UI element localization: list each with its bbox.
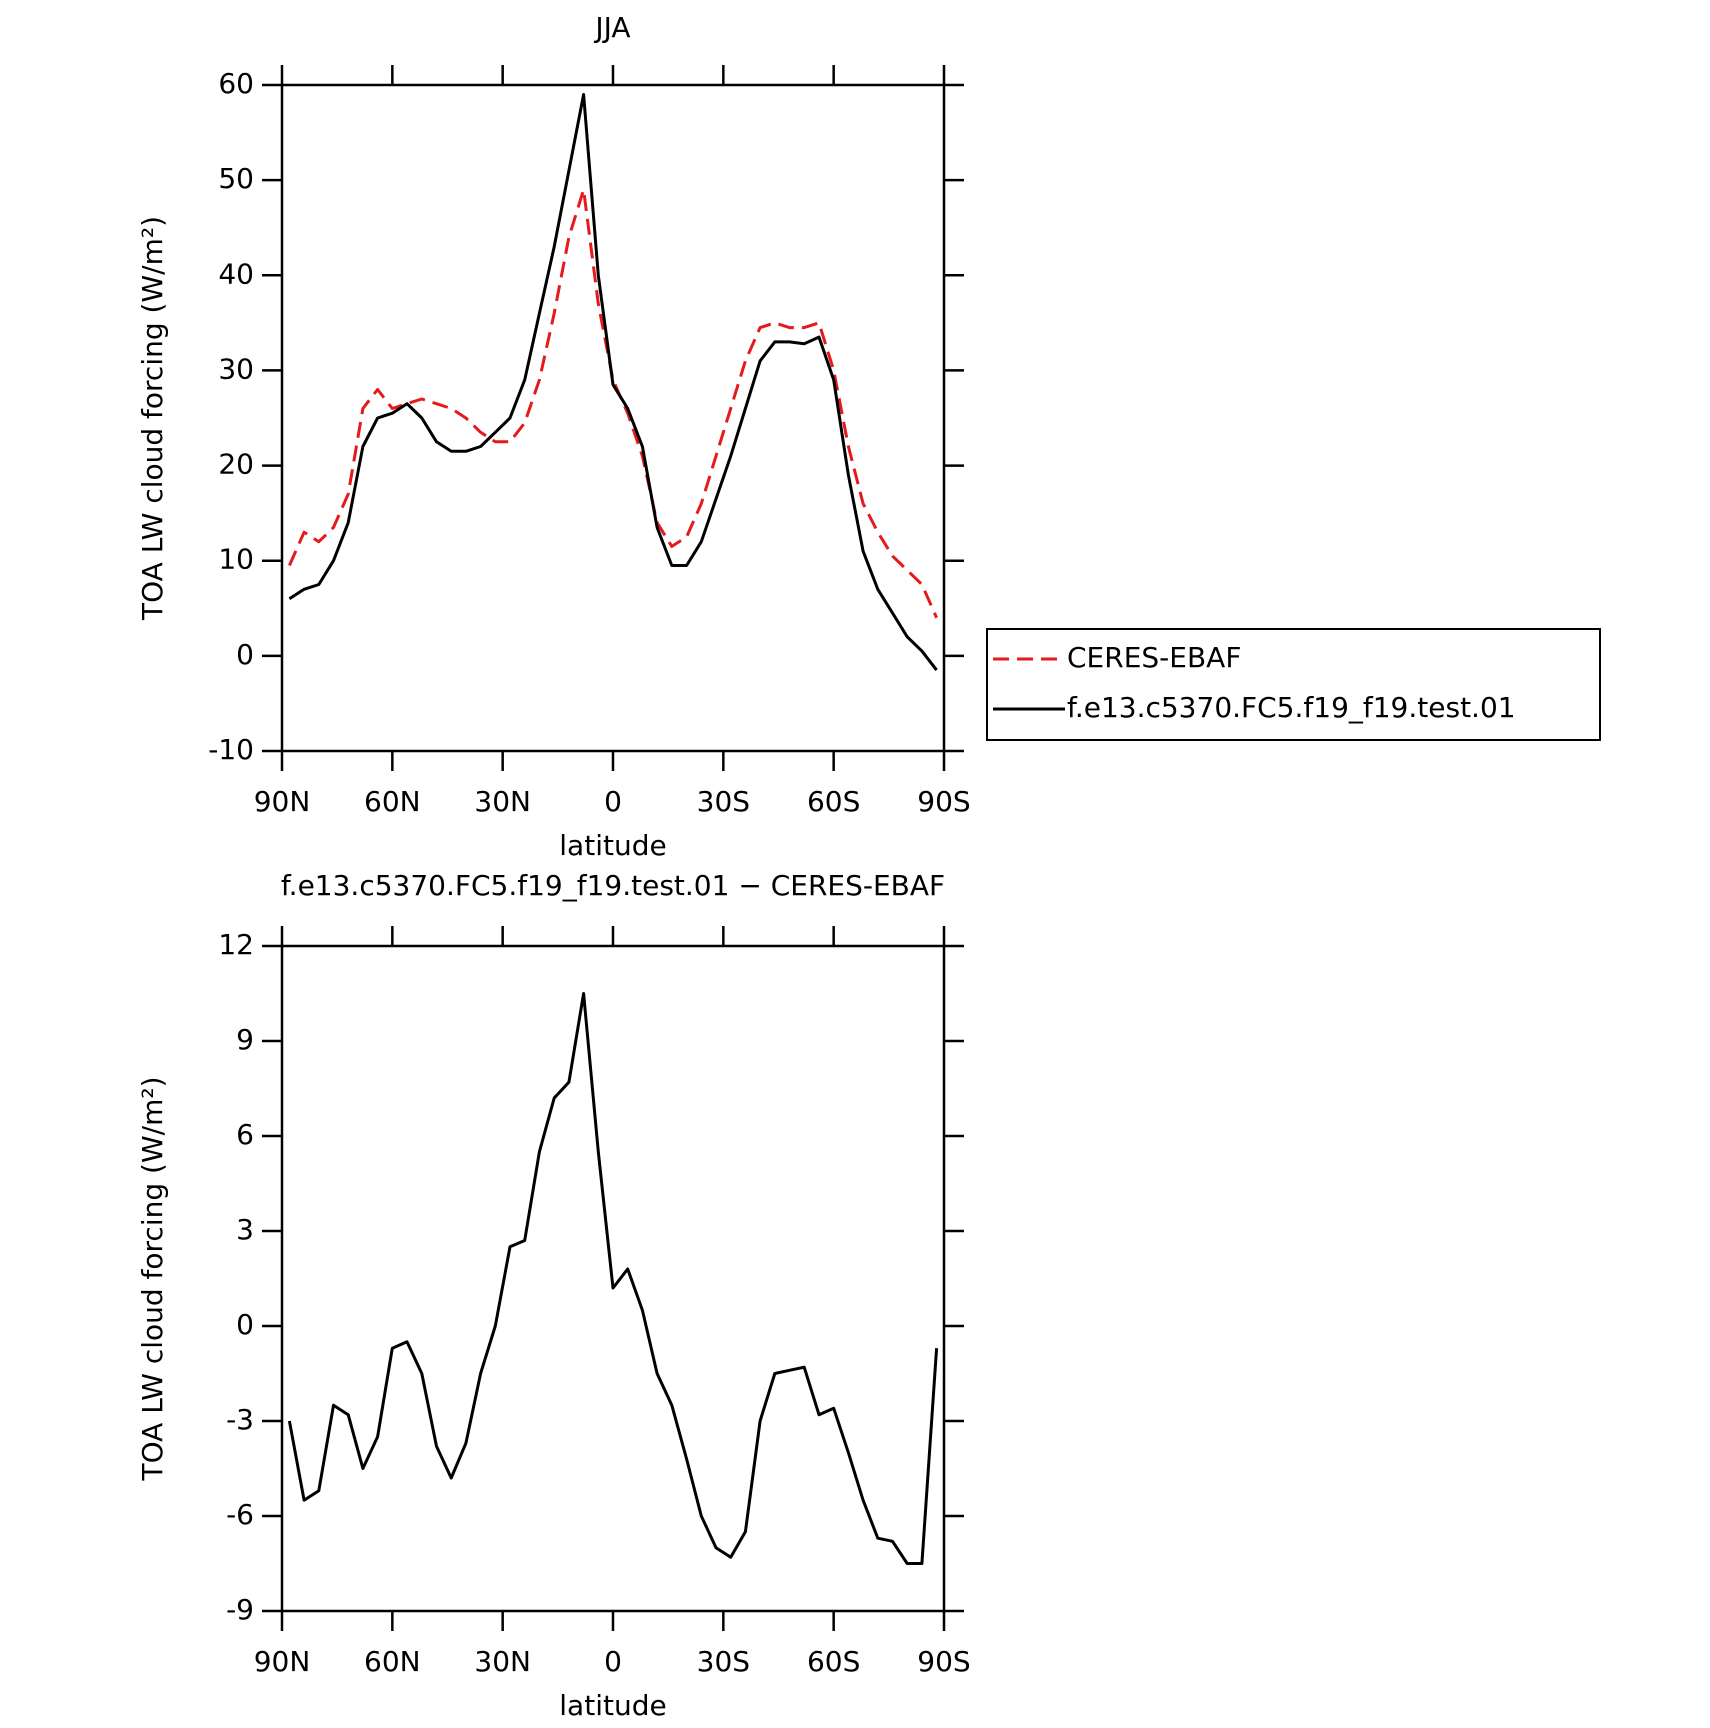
x-tick-label: 90S bbox=[917, 1645, 970, 1678]
y-tick-label: 3 bbox=[236, 1213, 254, 1246]
legend-label: CERES-EBAF bbox=[1067, 641, 1241, 674]
y-tick-label: 12 bbox=[218, 928, 254, 961]
data-line bbox=[288, 188, 938, 619]
chart-title: JJA bbox=[593, 11, 630, 44]
chart-title: f.e13.c5370.FC5.f19_f19.test.01 − CERES-… bbox=[281, 869, 945, 902]
x-tick-label: 60S bbox=[807, 785, 860, 818]
y-axis-label: TOA LW cloud forcing (W/m²) bbox=[136, 1077, 169, 1482]
x-tick-label: 30S bbox=[697, 1645, 750, 1678]
x-tick-label: 90S bbox=[917, 785, 970, 818]
y-tick-label: -3 bbox=[226, 1403, 254, 1436]
data-line bbox=[288, 93, 938, 672]
y-tick-label: -9 bbox=[226, 1593, 254, 1626]
x-tick-label: 0 bbox=[604, 785, 622, 818]
data-line bbox=[287, 992, 939, 1565]
x-tick-label: 0 bbox=[604, 1645, 622, 1678]
y-tick-label: 60 bbox=[218, 67, 254, 100]
x-tick-label: 90N bbox=[254, 785, 311, 818]
y-tick-label: 0 bbox=[236, 638, 254, 671]
y-tick-label: -6 bbox=[226, 1498, 254, 1531]
x-tick-label: 90N bbox=[254, 1645, 311, 1678]
x-tick-label: 60S bbox=[807, 1645, 860, 1678]
y-tick-label: 6 bbox=[236, 1118, 254, 1151]
x-axis-label: latitude bbox=[559, 1689, 666, 1722]
x-tick-label: 30S bbox=[697, 785, 750, 818]
x-tick-label: 60N bbox=[364, 785, 421, 818]
legend-label: f.e13.c5370.FC5.f19_f19.test.01 bbox=[1067, 691, 1516, 724]
y-tick-label: -10 bbox=[208, 733, 254, 766]
y-tick-label: 40 bbox=[218, 257, 254, 290]
x-tick-label: 30N bbox=[474, 1645, 531, 1678]
x-axis-label: latitude bbox=[559, 829, 666, 862]
y-tick-label: 20 bbox=[218, 448, 254, 481]
y-tick-label: 0 bbox=[236, 1308, 254, 1341]
x-tick-label: 30N bbox=[474, 785, 531, 818]
y-tick-label: 50 bbox=[218, 162, 254, 195]
y-tick-label: 9 bbox=[236, 1023, 254, 1056]
x-tick-label: 60N bbox=[364, 1645, 421, 1678]
y-tick-label: 10 bbox=[218, 543, 254, 576]
y-axis-label: TOA LW cloud forcing (W/m²) bbox=[136, 216, 169, 621]
y-tick-label: 30 bbox=[218, 352, 254, 385]
legend-box bbox=[986, 628, 1601, 741]
